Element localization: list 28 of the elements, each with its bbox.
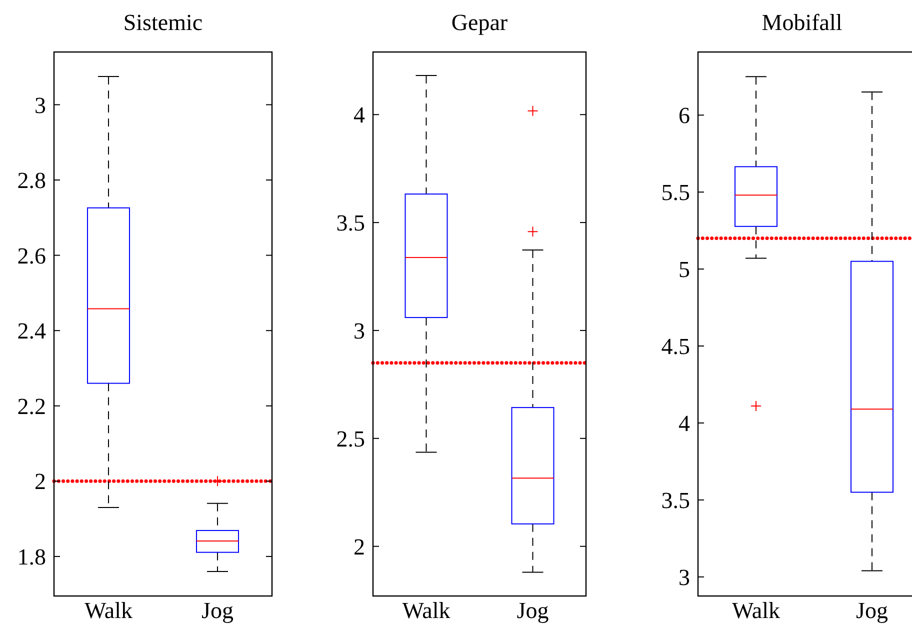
x-tick-label: Jog	[856, 598, 888, 623]
y-tick-label: 5	[678, 257, 690, 282]
chart-title: Gepar	[451, 10, 508, 35]
x-tick-label: Walk	[732, 598, 780, 623]
chart-title: Sistemic	[123, 10, 203, 35]
y-tick-label: 2.8	[17, 168, 46, 194]
y-tick-label: 3	[678, 564, 690, 590]
y-tick-label: 4.5	[661, 334, 690, 360]
y-tick-label: 3	[34, 92, 46, 118]
chart-title: Mobifall	[762, 10, 842, 35]
y-tick-label: 3	[354, 318, 365, 344]
y-tick-label: 4	[678, 411, 690, 436]
x-tick-label: Walk	[84, 598, 133, 623]
x-tick-label: Jog	[202, 598, 234, 623]
x-tick-label: Jog	[516, 598, 550, 623]
y-tick-label: 1.8	[17, 544, 46, 570]
y-tick-label: 5.5	[661, 180, 690, 206]
y-tick-label: 2	[354, 534, 365, 560]
x-tick-label: Walk	[402, 598, 451, 623]
y-tick-label: 4	[354, 102, 366, 128]
y-tick-label: 2.5	[336, 426, 365, 452]
y-tick-label: 2.6	[17, 243, 46, 268]
y-tick-label: 3.5	[661, 488, 690, 513]
y-tick-label: 2	[34, 469, 46, 494]
y-tick-label: 6	[678, 103, 690, 128]
y-tick-label: 2.4	[17, 318, 46, 344]
y-tick-label: 2.2	[17, 394, 46, 419]
y-tick-label: 3.5	[336, 210, 365, 236]
